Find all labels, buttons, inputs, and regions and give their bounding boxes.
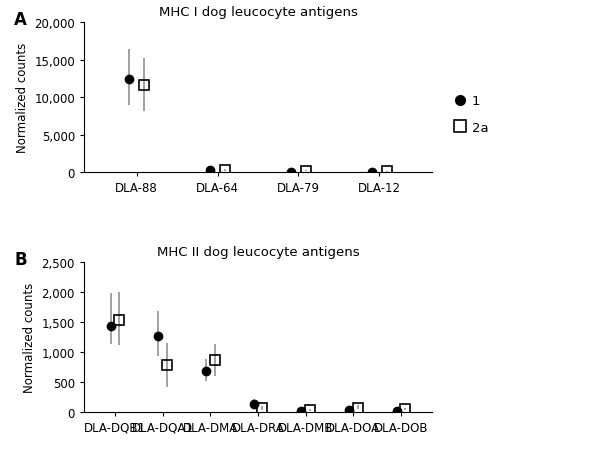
Text: A: A (14, 11, 27, 29)
Title: MHC II dog leucocyte antigens: MHC II dog leucocyte antigens (157, 245, 359, 258)
Legend: 1, 2a: 1, 2a (451, 90, 494, 139)
Title: MHC I dog leucocyte antigens: MHC I dog leucocyte antigens (158, 6, 358, 19)
Y-axis label: Normalized counts: Normalized counts (16, 43, 29, 153)
Y-axis label: Normalized counts: Normalized counts (23, 282, 36, 392)
Text: B: B (14, 250, 27, 269)
